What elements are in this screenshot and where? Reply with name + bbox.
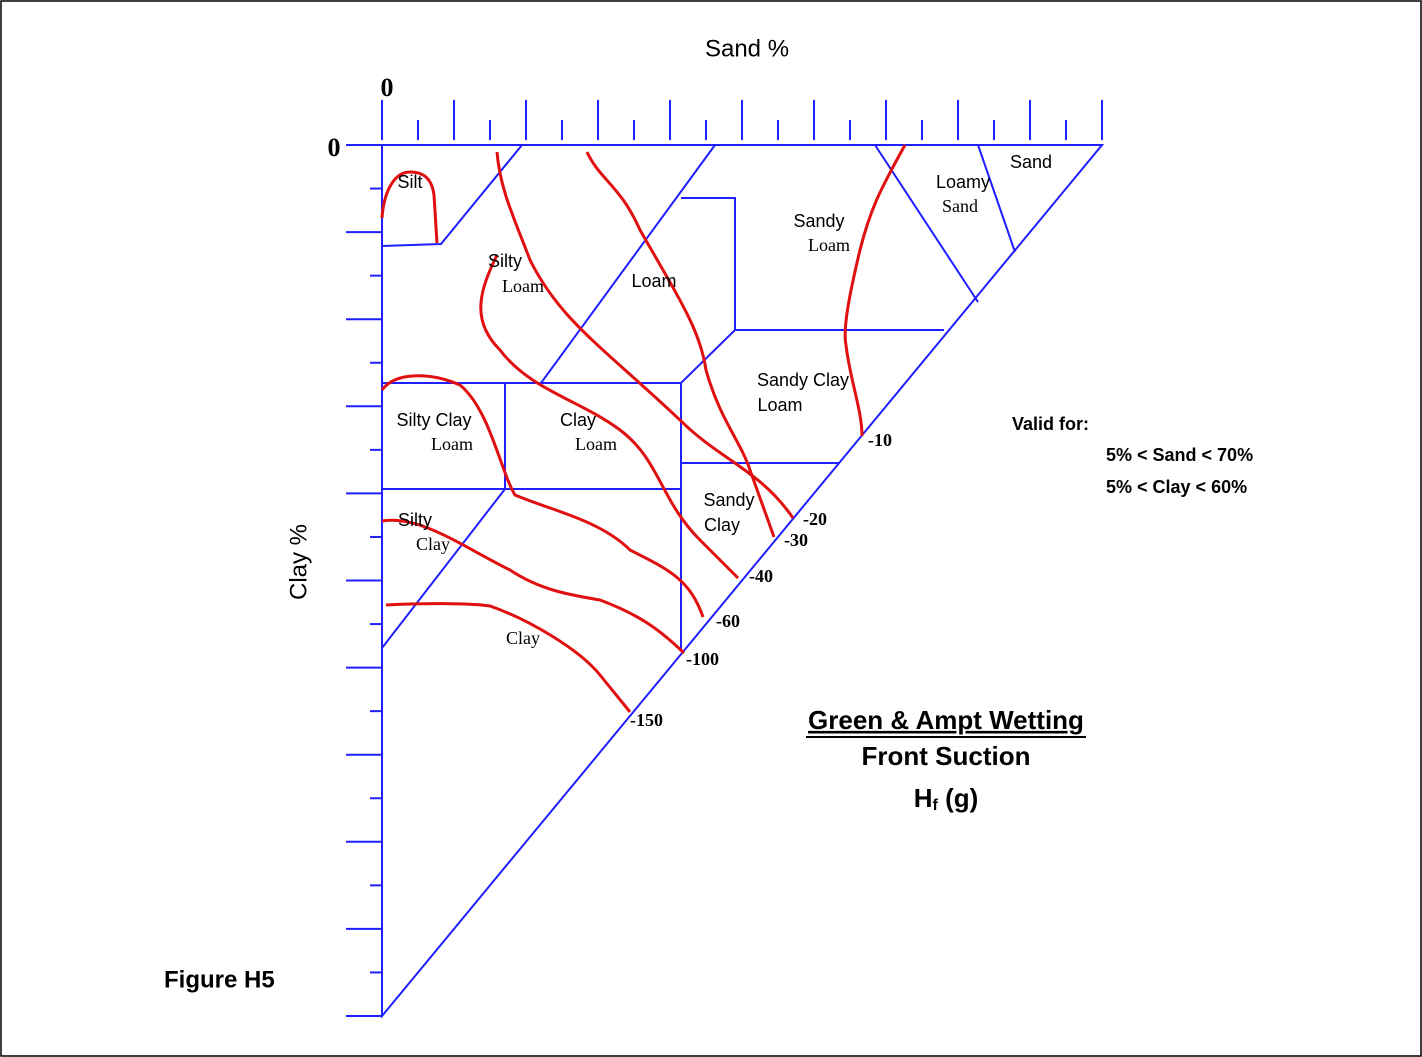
contour [585,151,776,538]
symbol-suffix: (g) [938,783,978,813]
axis-ticks [346,100,1103,1017]
subscript: f [933,797,939,814]
left-origin: 0 [328,133,341,162]
triangle [381,144,1105,1019]
contour [380,374,705,618]
contour-label: -30 [784,530,808,550]
region-label: Clay [704,515,740,535]
contour [495,151,795,519]
contour [385,602,632,713]
boundary [381,144,523,247]
contour-label: -10 [868,430,892,450]
caption-line: Front Suction [862,741,1031,771]
contours [380,144,907,713]
contour-label: -40 [749,566,773,586]
note-title: Valid for: [1012,414,1089,434]
boundary [681,197,944,331]
region-label: Loamy [936,172,990,192]
region-label: Sandy Clay [757,370,849,390]
caption-line: Green & Ampt Wetting [808,705,1084,735]
top-origin: 0 [381,73,394,102]
symbol: H [914,783,933,813]
region-label: Sandy [703,490,754,510]
region-label: Loam [431,434,473,454]
region-label: Loam [631,271,676,291]
caption-symbol: Hf (g) [914,783,979,814]
region-boundaries [381,144,1105,1019]
contour-label: -20 [803,509,827,529]
note-line: 5% < Clay < 60% [1106,477,1247,497]
contour [381,518,686,655]
region-label: Loam [502,276,544,296]
region-label: Sandy [793,211,844,231]
contour-label: -150 [630,710,663,730]
region-label: Loam [808,235,850,255]
region-label: Silty [488,251,522,271]
region-label: Silty [398,510,432,530]
region-label: Loam [575,434,617,454]
region-label: Sand [1010,152,1052,172]
contour-label: -60 [716,611,740,631]
left-axis-label: Clay % [285,524,312,600]
boundary [977,144,1016,253]
region-label: Silty Clay [396,410,471,430]
contour-label: -100 [686,649,719,669]
region-label: Clay [416,534,450,554]
region-label: Silt [397,172,422,192]
boundary [540,144,716,384]
note-line: 5% < Sand < 70% [1106,445,1253,465]
boundary [381,488,506,649]
region-label: Sand [942,196,978,216]
top-axis-label: Sand % [705,35,789,62]
region-label: Clay [506,628,540,648]
contour [843,144,907,437]
region-label: Clay [560,410,596,430]
contour [479,254,740,580]
contour [380,170,439,244]
region-label: Loam [757,395,802,415]
figure-label: Figure H5 [164,966,275,993]
